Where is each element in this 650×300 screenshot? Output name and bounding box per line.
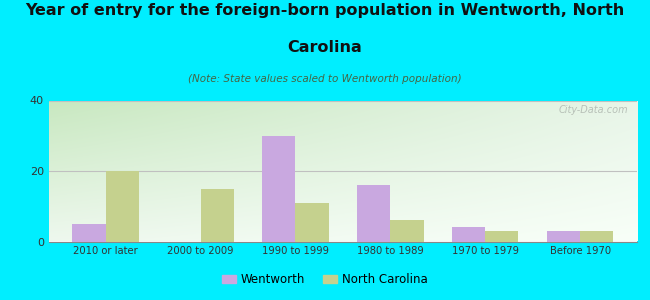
Bar [357,185,390,242]
Bar [452,227,485,242]
Bar [106,171,139,242]
Bar [547,231,580,242]
Bar [262,136,296,242]
Text: Carolina: Carolina [287,40,363,56]
Bar [201,189,234,242]
Bar [390,220,424,242]
Text: City-Data.com: City-Data.com [558,105,628,115]
Bar [72,224,106,242]
Text: Year of entry for the foreign-born population in Wentworth, North: Year of entry for the foreign-born popul… [25,3,625,18]
Text: (Note: State values scaled to Wentworth population): (Note: State values scaled to Wentworth … [188,74,462,83]
Bar [580,231,614,242]
Legend: Wentworth, North Carolina: Wentworth, North Carolina [218,269,432,291]
Bar [296,203,329,242]
Bar [485,231,519,242]
